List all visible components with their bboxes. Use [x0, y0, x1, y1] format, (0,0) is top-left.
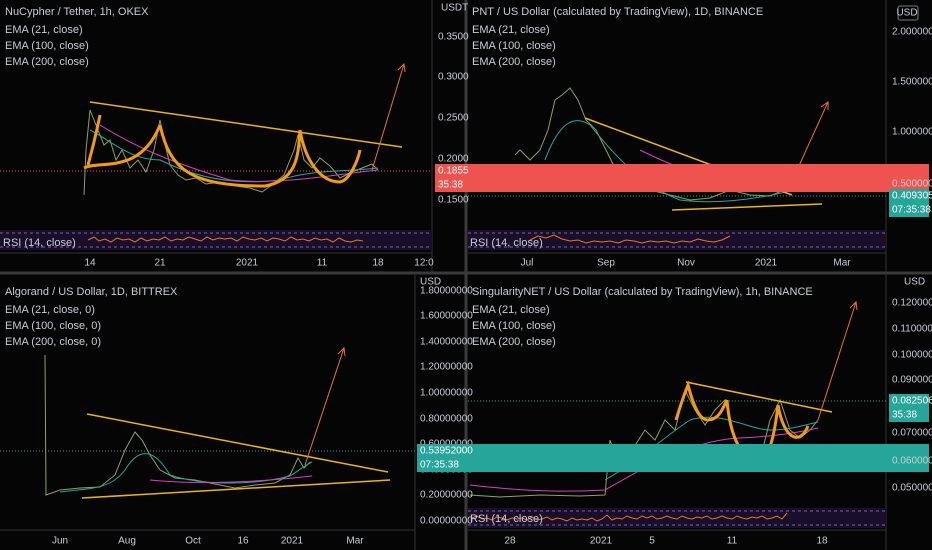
price-tag-label: 0.40930568 [892, 191, 932, 202]
indicator-legend: EMA (200, close) [5, 56, 89, 68]
price-tag [435, 178, 929, 192]
time-label: Aug [118, 536, 136, 547]
time-label: Jul [521, 258, 534, 269]
indicator-legend: EMA (200, close, 0) [5, 336, 101, 348]
indicator-legend: EMA (21, close, 0) [5, 304, 95, 316]
price-tick: 0.10000000 [892, 350, 932, 361]
price-tick: 0.11000000 [892, 324, 932, 335]
time-label: 11 [727, 536, 738, 547]
time-label: 12:0 [414, 258, 434, 269]
time-label: 11 [317, 258, 328, 269]
price-tick: 0.3000 [438, 72, 469, 83]
time-label: Oct [185, 536, 201, 547]
price-tick: 0.00000000 [420, 516, 473, 527]
price-tag-label: 0.08250684 [892, 396, 932, 407]
indicator-legend: EMA (21, close) [5, 24, 83, 36]
price-tick: 0.09000000 [892, 375, 932, 386]
price-tag-label: 0.1855 [438, 166, 469, 177]
price-tick: 0.05000000 [892, 483, 932, 494]
chart-title: NuCypher / Tether, 1h, OKEX [5, 6, 149, 18]
chart-title: PNT / US Dollar (calculated by TradingVi… [472, 6, 763, 18]
price-tag-label: 07:35:38 [420, 460, 459, 471]
trendline [81, 101, 833, 499]
price-tag-label: 07:35:38 [892, 205, 931, 216]
time-label: Mar [833, 258, 851, 269]
rsi-pane [0, 230, 432, 250]
price-tick: 1.50000000 [892, 77, 932, 88]
price-tick: 0.20000000 [420, 490, 473, 501]
time-label: 14 [84, 258, 96, 269]
time-label: Sep [597, 258, 615, 269]
chart-title: SingularityNET / US Dollar (calculated b… [472, 286, 813, 298]
rsi-label: RSI (14, close) [470, 237, 543, 249]
price-tick: 1.40000000 [420, 337, 473, 348]
price-tick: 1.80000000 [420, 286, 473, 297]
time-label: 28 [504, 536, 516, 547]
rsi-pane [468, 230, 886, 250]
price-tag [889, 408, 929, 422]
unit-box [897, 5, 919, 21]
rsi-label: RSI (14, close) [470, 513, 543, 525]
price-tag-label: 35:38 [438, 180, 463, 191]
time-label: 5 [649, 536, 655, 547]
time-label: Nov [677, 258, 695, 269]
price-tick: 0.3500 [438, 32, 469, 43]
indicator-legend: EMA (100, close) [472, 40, 556, 52]
time-label: 2021 [236, 258, 259, 269]
price-tick: 0.12000000 [892, 298, 932, 309]
time-label: Jun [52, 536, 68, 547]
indicator-legend: EMA (100, close, 0) [5, 320, 101, 332]
axis-unit: USD [896, 8, 917, 19]
price-tick: 1.00000000 [420, 388, 473, 399]
price-tag [417, 458, 929, 472]
price-tick: 0.2500 [438, 113, 469, 124]
price-tick: 2.00000000 [892, 27, 932, 38]
axis-unit: USD [420, 277, 441, 288]
indicator-legend: EMA (100, close) [5, 40, 89, 52]
time-label: 2021 [755, 258, 778, 269]
price-tick: 0.06000000 [892, 456, 932, 467]
price-tick: 1.00000000 [892, 127, 932, 138]
rsi-pane [468, 508, 886, 528]
price-tag [435, 164, 929, 178]
price-tag-label: 35:38 [892, 410, 917, 421]
price-tick: 0.50000000 [892, 179, 932, 190]
indicator-legend: EMA (100, close) [472, 320, 556, 332]
price-tick: 1.20000000 [420, 362, 473, 373]
time-label: 16 [237, 536, 249, 547]
price-tag [417, 444, 929, 458]
rsi-bands [0, 232, 886, 526]
indicator-legend: EMA (200, close) [472, 56, 556, 68]
price-tick: 0.1500 [438, 195, 469, 206]
rsi-line [87, 234, 788, 522]
indicator-legend: EMA (200, close) [472, 336, 556, 348]
time-label: 18 [816, 536, 828, 547]
indicator-legend: EMA (21, close) [472, 304, 550, 316]
axis-unit: USDT [441, 3, 468, 14]
time-label: 18 [372, 258, 384, 269]
chart-title: Algorand / US Dollar, 1D, BITTREX [5, 286, 178, 298]
time-label: Mar [346, 536, 364, 547]
price-tick: 0.80000000 [420, 414, 473, 425]
price-tag [889, 203, 929, 217]
price-tag-label: 0.53952000 [420, 446, 473, 457]
price-tick: 0.2000 [438, 154, 469, 165]
price-tick: 0.07000000 [892, 428, 932, 439]
time-label: 2021 [590, 536, 613, 547]
time-label: 21 [154, 258, 166, 269]
rsi-label: RSI (14, close) [3, 237, 76, 249]
price-tick: 1.60000000 [420, 311, 473, 322]
price-tag [889, 189, 929, 203]
axis-unit: USD [904, 277, 925, 288]
indicator-legend: EMA (21, close) [472, 24, 550, 36]
forecast-arrow [304, 62, 858, 466]
price-tag [889, 394, 929, 408]
time-label: 2021 [281, 536, 304, 547]
